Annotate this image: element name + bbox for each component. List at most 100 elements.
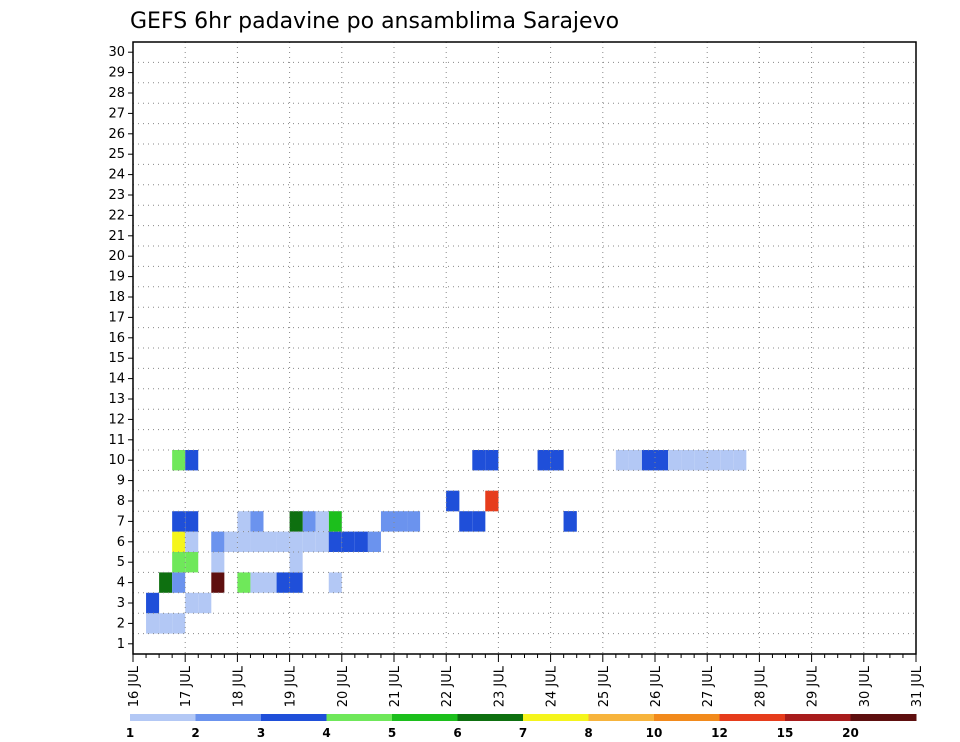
legend-label: 12 [711, 726, 728, 740]
heatmap-cell [263, 531, 277, 552]
legend-label: 20 [842, 726, 859, 740]
heatmap-cell [354, 531, 368, 552]
legend-swatch [130, 714, 196, 721]
color-legend: 1 2 3 4 5 6 7 8 10 12 15 20 [126, 714, 917, 740]
y-tick-label: 7 [117, 514, 125, 529]
y-tick-label: 29 [108, 66, 125, 81]
heatmap-cell [367, 531, 381, 552]
x-tick-label: 17 JUL [179, 665, 194, 707]
heatmap-cell [733, 450, 747, 471]
legend-label: 6 [453, 726, 461, 740]
y-tick-label: 16 [108, 331, 125, 346]
y-tick-label: 28 [108, 86, 125, 101]
heatmap-cell [237, 511, 251, 532]
heatmap-cell [211, 552, 225, 573]
y-tick-label: 12 [108, 412, 125, 427]
heatmap-cell [720, 450, 734, 471]
y-tick-label: 20 [108, 249, 125, 264]
legend-swatch [654, 714, 720, 721]
heatmap-cell [250, 511, 264, 532]
x-tick-label: 24 JUL [545, 665, 560, 707]
heatmap-cell [250, 572, 264, 593]
heatmap-cell [550, 450, 564, 471]
legend-label: 4 [322, 726, 330, 740]
heatmap-cell [172, 511, 186, 532]
heatmap-cell [472, 511, 486, 532]
heatmap-cell [211, 531, 225, 552]
x-tick-label: 27 JUL [701, 665, 716, 707]
x-tick-label: 30 JUL [858, 665, 873, 707]
heatmap-cell [185, 450, 199, 471]
heatmap-cell [237, 531, 251, 552]
y-tick-label: 11 [108, 433, 125, 448]
heatmap-cell [276, 572, 290, 593]
x-tick-label: 20 JUL [336, 665, 351, 707]
legend-label: 7 [519, 726, 527, 740]
heatmap-cell [289, 552, 303, 573]
heatmap-cell [315, 531, 329, 552]
heatmap-cell [302, 531, 316, 552]
y-tick-label: 10 [108, 453, 125, 468]
heatmap-cell [159, 572, 173, 593]
heatmap-cell [459, 511, 473, 532]
heatmap-cell [446, 490, 460, 512]
legend-swatch [588, 714, 655, 721]
heatmap-cell [485, 490, 499, 512]
y-tick-label: 19 [108, 270, 125, 285]
heatmap-cell [628, 450, 642, 471]
y-tick-label: 6 [117, 535, 125, 550]
heatmap-cell [276, 531, 290, 552]
heatmap-cell [315, 511, 329, 532]
heatmap-cell [172, 450, 186, 471]
heatmap-cell [641, 450, 655, 471]
grid-lines [133, 42, 916, 654]
heatmap-cells [146, 450, 747, 634]
heatmap-cell [198, 592, 212, 614]
heatmap-cell [224, 531, 238, 552]
y-tick-label: 5 [117, 555, 125, 570]
legend-swatch [785, 714, 851, 721]
heatmap-cell [172, 552, 186, 573]
x-tick-label: 21 JUL [388, 665, 403, 707]
heatmap-cell [694, 450, 708, 471]
legend-label: 1 [126, 726, 134, 740]
y-tick-label: 17 [108, 310, 125, 325]
y-tick-label: 26 [108, 127, 125, 142]
heatmap-cell [185, 511, 199, 532]
y-tick-label: 15 [108, 351, 125, 366]
y-tick-label: 24 [108, 168, 125, 183]
y-tick-label: 18 [108, 290, 125, 305]
heatmap-cell [172, 613, 186, 634]
legend-label: 5 [388, 726, 396, 740]
x-tick-label: 25 JUL [597, 665, 612, 707]
y-tick-label: 3 [117, 596, 125, 611]
heatmap-cell [407, 511, 421, 532]
heatmap-cell [159, 613, 173, 634]
legend-swatch [850, 714, 917, 721]
legend-label: 10 [646, 726, 663, 740]
heatmap-cell [394, 511, 408, 532]
y-tick-label: 13 [108, 392, 125, 407]
legend-swatch [326, 714, 393, 721]
x-tick-label: 22 JUL [440, 665, 455, 707]
legend-swatch [719, 714, 786, 721]
heatmap-cell [668, 450, 682, 471]
heatmap-cell [172, 572, 186, 593]
heatmap-cell [237, 572, 251, 593]
heatmap-cell [707, 450, 721, 471]
heatmap-cell [185, 552, 199, 573]
y-tick-label: 27 [108, 106, 125, 121]
heatmap-cell [211, 572, 225, 593]
legend-swatch [195, 714, 262, 721]
heatmap-cell [655, 450, 669, 471]
x-tick-label: 31 JUL [910, 665, 925, 707]
heatmap-cell [615, 450, 629, 471]
heatmap-cell [185, 531, 199, 552]
heatmap-cell [302, 511, 316, 532]
heatmap-cell [289, 531, 303, 552]
chart-title: GEFS 6hr padavine po ansamblima Sarajevo [130, 9, 619, 34]
y-tick-label: 9 [117, 474, 125, 489]
heatmap-cell [485, 450, 499, 471]
y-tick-label: 8 [117, 494, 125, 509]
